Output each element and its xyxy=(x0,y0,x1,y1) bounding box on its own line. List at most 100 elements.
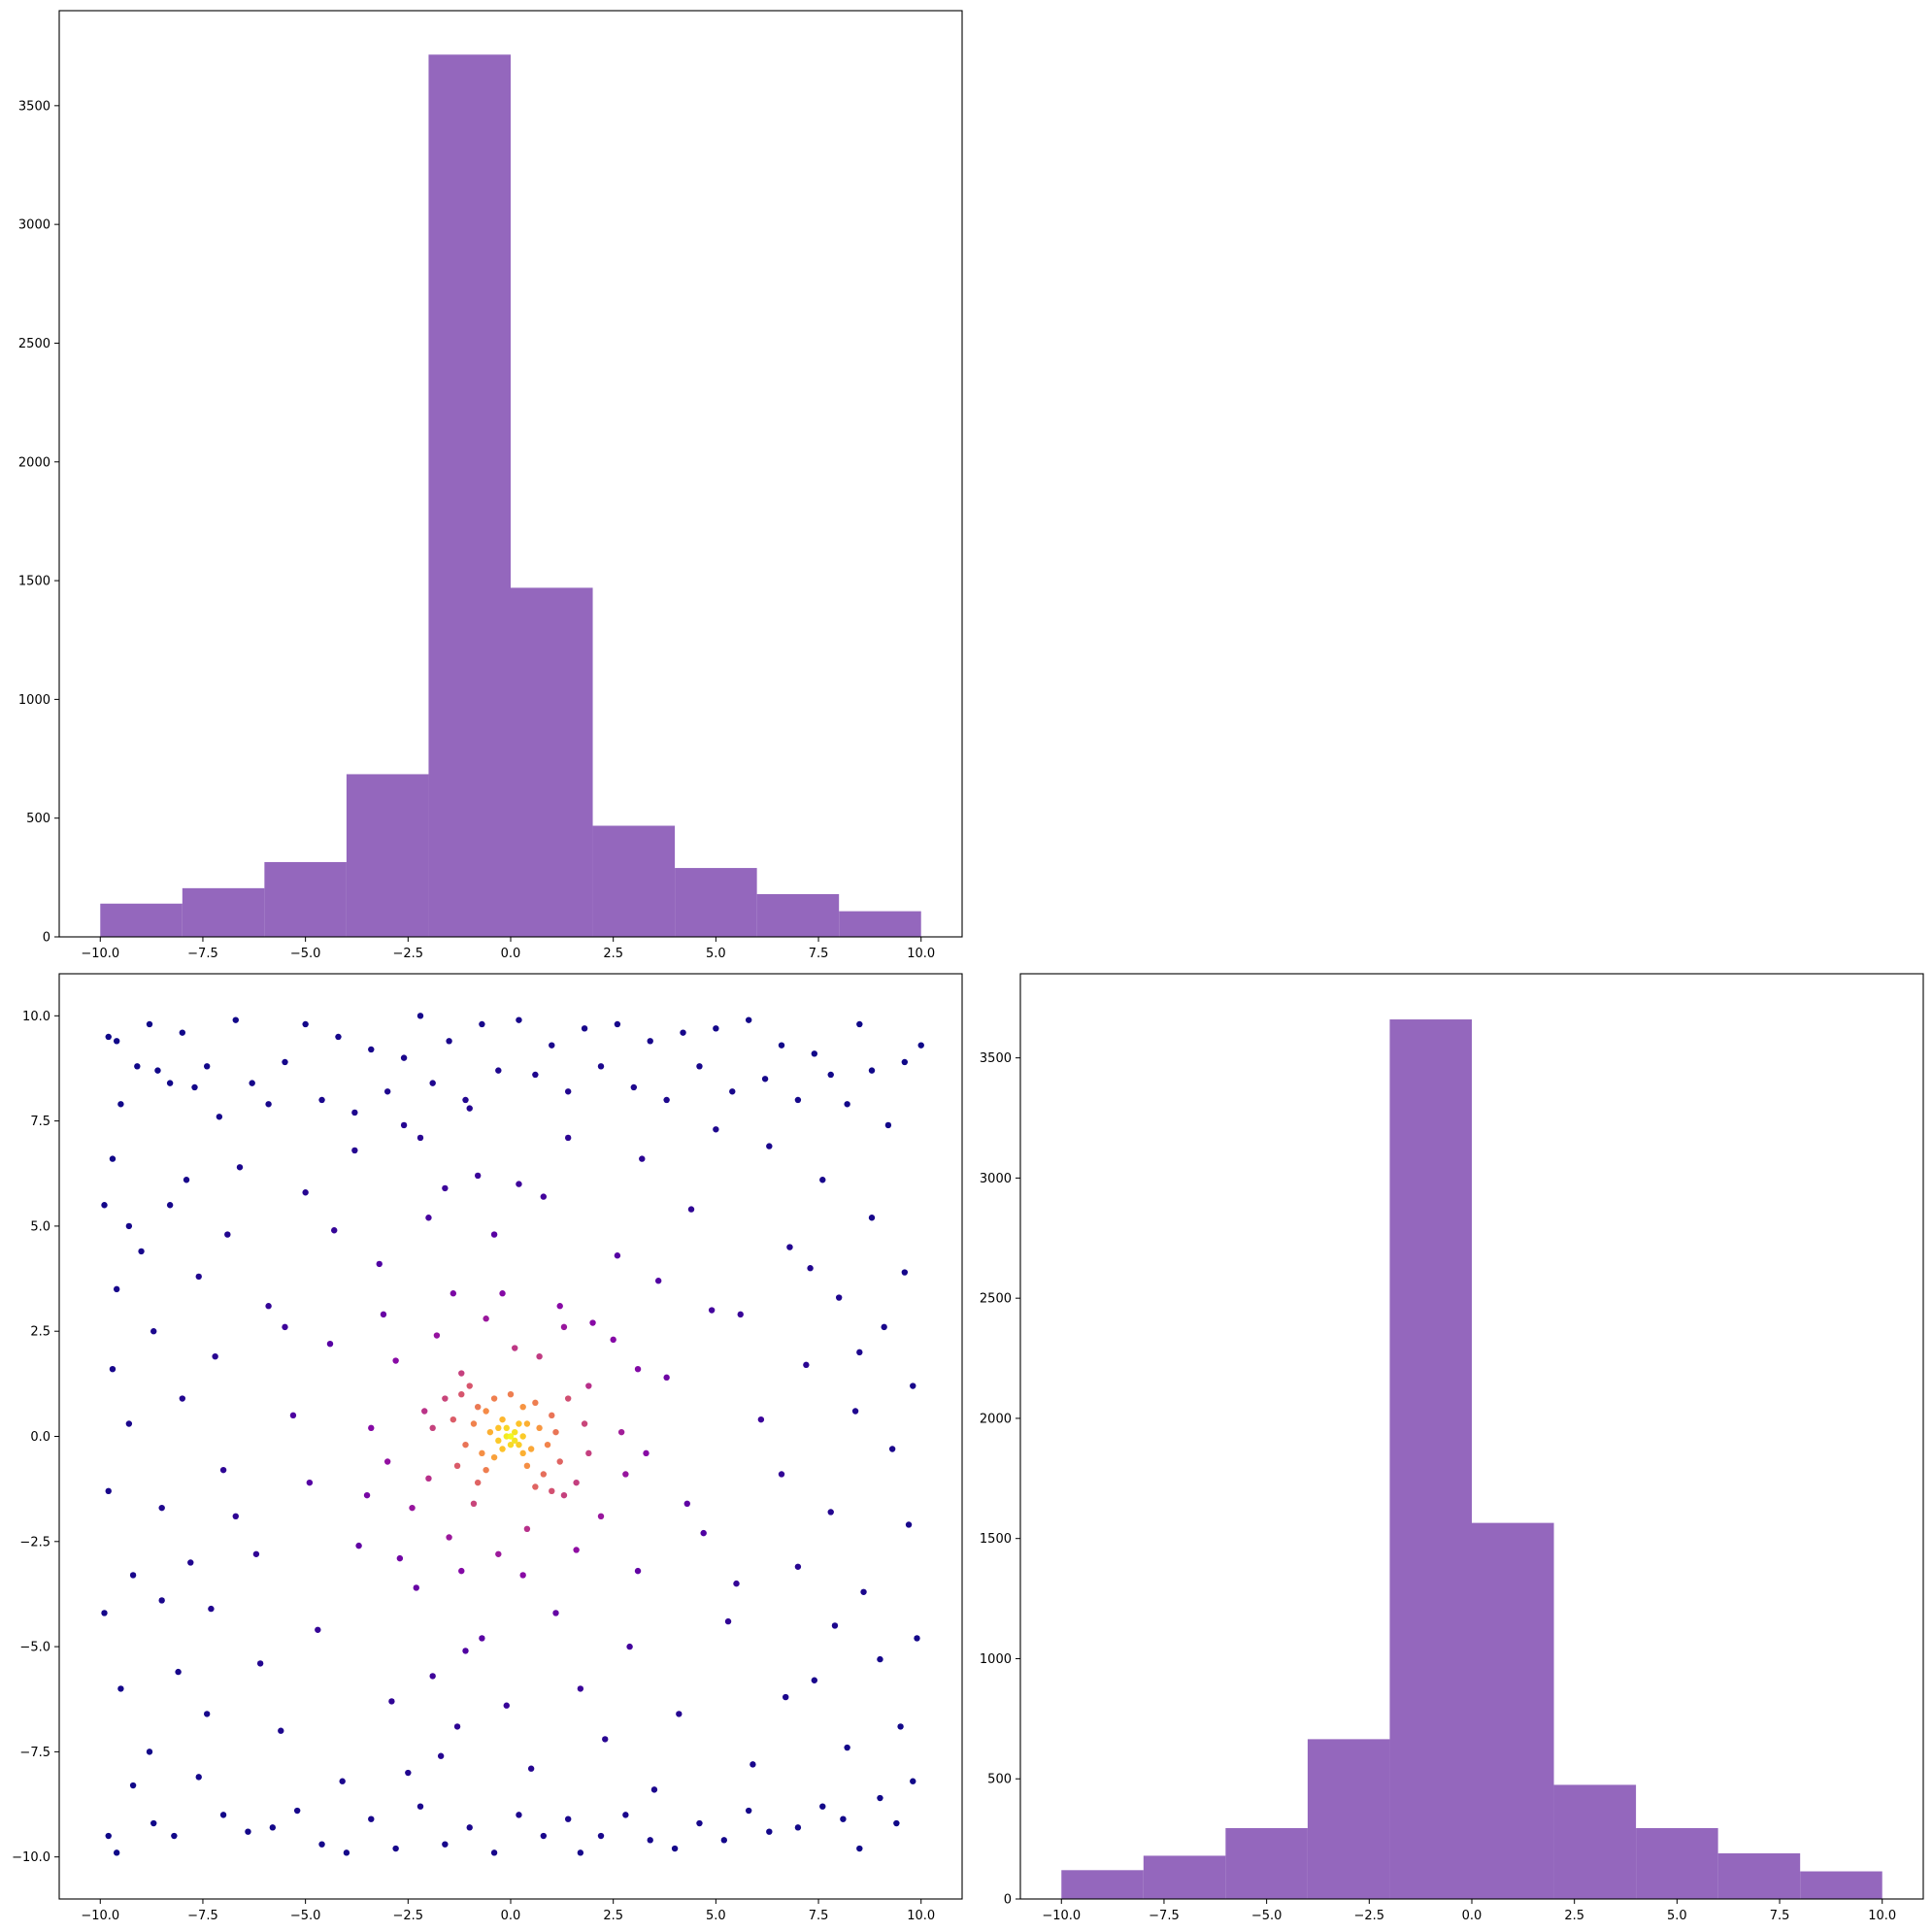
scatter-point xyxy=(306,1479,314,1486)
scatter-point xyxy=(483,1466,489,1474)
scatter-point xyxy=(556,1458,563,1465)
scatter-point xyxy=(540,1193,548,1200)
scatter-point xyxy=(154,1067,161,1074)
scatter-point xyxy=(622,1812,629,1818)
scatter-point xyxy=(540,1471,548,1478)
scatter-point xyxy=(252,1550,260,1557)
top-histogram-bar xyxy=(839,911,921,937)
scatter-point xyxy=(158,1504,165,1512)
scatter-point xyxy=(249,1080,255,1086)
top-histogram-x-tick-label: −7.5 xyxy=(187,947,218,961)
scatter-point xyxy=(503,1702,510,1709)
scatter-point xyxy=(901,1058,909,1066)
scatter-x-tick-label: 7.5 xyxy=(809,1909,829,1923)
scatter-point xyxy=(499,1416,506,1423)
scatter-point xyxy=(840,1815,847,1822)
scatter-point xyxy=(479,1635,485,1642)
right-histogram-x-tick-label: 7.5 xyxy=(1770,1909,1790,1923)
scatter-x-tick-label: 0.0 xyxy=(501,1909,521,1923)
scatter-point xyxy=(523,1420,531,1427)
scatter-point xyxy=(519,1433,526,1440)
top-histogram-panel: −10.0 −7.5 −5.0 −2.5 0.0 2.5 5.0 7.5 10.0 0 500 10… xyxy=(18,10,963,961)
scatter-point xyxy=(778,1471,785,1478)
scatter-point xyxy=(495,1067,502,1074)
scatter-point xyxy=(245,1828,251,1835)
scatter-point xyxy=(479,1449,485,1457)
scatter-point xyxy=(523,1525,531,1533)
scatter-y-tick-label: 7.5 xyxy=(30,1115,50,1129)
scatter-point xyxy=(893,1819,900,1827)
scatter-point xyxy=(626,1643,633,1650)
right-histogram-panel: −10.0 −7.5 −5.0 −2.5 0.0 2.5 5.0 7.5 10.0 0 500 10… xyxy=(980,973,1924,1923)
scatter-point xyxy=(602,1736,609,1743)
scatter-point xyxy=(166,1080,174,1086)
right-histogram-y-tick-label: 2000 xyxy=(980,1412,1012,1426)
right-histogram-y-tick-label: 2500 xyxy=(980,1292,1012,1307)
scatter-point xyxy=(483,1316,489,1322)
right-histogram-x-axis: −10.0 −7.5 −5.0 −2.5 0.0 2.5 5.0 7.5 10.0 xyxy=(1042,1899,1896,1923)
scatter-point xyxy=(363,1491,371,1499)
scatter-point xyxy=(585,1449,592,1457)
scatter-point xyxy=(917,1042,924,1049)
scatter-point xyxy=(827,1071,834,1079)
scatter-point xyxy=(315,1626,321,1633)
scatter-point xyxy=(470,1500,478,1508)
scatter-point xyxy=(326,1341,334,1348)
scatter-point xyxy=(617,1428,625,1436)
scatter-point xyxy=(150,1819,157,1827)
scatter-point xyxy=(388,1698,395,1705)
scatter-point xyxy=(383,1088,391,1095)
right-histogram-x-tick-label: −10.0 xyxy=(1042,1909,1081,1923)
top-histogram-x-tick-label: −10.0 xyxy=(81,947,119,961)
right-histogram-bar xyxy=(1553,1784,1637,1899)
scatter-point xyxy=(532,1483,539,1490)
scatter-point xyxy=(474,1403,482,1411)
scatter-point xyxy=(564,1815,572,1822)
scatter-point xyxy=(442,1841,449,1848)
scatter-point xyxy=(458,1370,465,1377)
top-histogram-y-tick-label: 500 xyxy=(26,812,50,826)
scatter-point xyxy=(195,1273,202,1281)
top-histogram-x-tick-label: 0.0 xyxy=(501,947,521,961)
scatter-point xyxy=(532,1399,539,1407)
scatter-point xyxy=(232,1513,239,1520)
scatter-point xyxy=(819,1177,826,1183)
scatter-point xyxy=(766,1828,773,1835)
scatter-point xyxy=(527,1446,535,1452)
scatter-y-axis: −10.0 −7.5 −5.0 −2.5 0.0 2.5 5.0 7.5 10.0 xyxy=(12,1010,59,1865)
scatter-point xyxy=(507,1390,515,1398)
scatter-point xyxy=(453,1723,461,1730)
scatter-point xyxy=(490,1395,498,1402)
scatter-point xyxy=(380,1311,387,1318)
right-histogram-x-tick-label: −2.5 xyxy=(1354,1909,1385,1923)
scatter-point xyxy=(856,1349,863,1356)
scatter-point xyxy=(442,1184,449,1192)
scatter-point xyxy=(745,1807,752,1815)
scatter-point xyxy=(368,1424,375,1432)
scatter-point xyxy=(453,1462,461,1470)
scatter-point xyxy=(745,1016,752,1023)
scatter-point xyxy=(696,1819,703,1827)
scatter-point xyxy=(597,1063,605,1070)
scatter-point xyxy=(507,1441,515,1449)
right-histogram-x-tick-label: 0.0 xyxy=(1462,1909,1482,1923)
scatter-point xyxy=(794,1096,802,1104)
scatter-point xyxy=(794,1563,802,1570)
scatter-point xyxy=(897,1723,904,1730)
scatter-point xyxy=(219,1812,227,1818)
scatter-point xyxy=(269,1824,277,1831)
right-histogram-y-tick-label: 1000 xyxy=(980,1652,1012,1667)
scatter-point xyxy=(400,1054,408,1061)
scatter-point xyxy=(339,1778,346,1784)
scatter-point xyxy=(282,1323,288,1331)
scatter-point xyxy=(429,1424,436,1432)
scatter-point xyxy=(224,1231,231,1238)
scatter-point xyxy=(302,1189,309,1196)
scatter-y-tick-label: −7.5 xyxy=(19,1746,50,1760)
scatter-point xyxy=(479,1020,485,1028)
scatter-x-tick-label: −10.0 xyxy=(81,1909,119,1923)
scatter-point xyxy=(289,1412,297,1419)
scatter-point xyxy=(860,1588,867,1595)
top-histogram-x-tick-label: 10.0 xyxy=(907,947,935,961)
